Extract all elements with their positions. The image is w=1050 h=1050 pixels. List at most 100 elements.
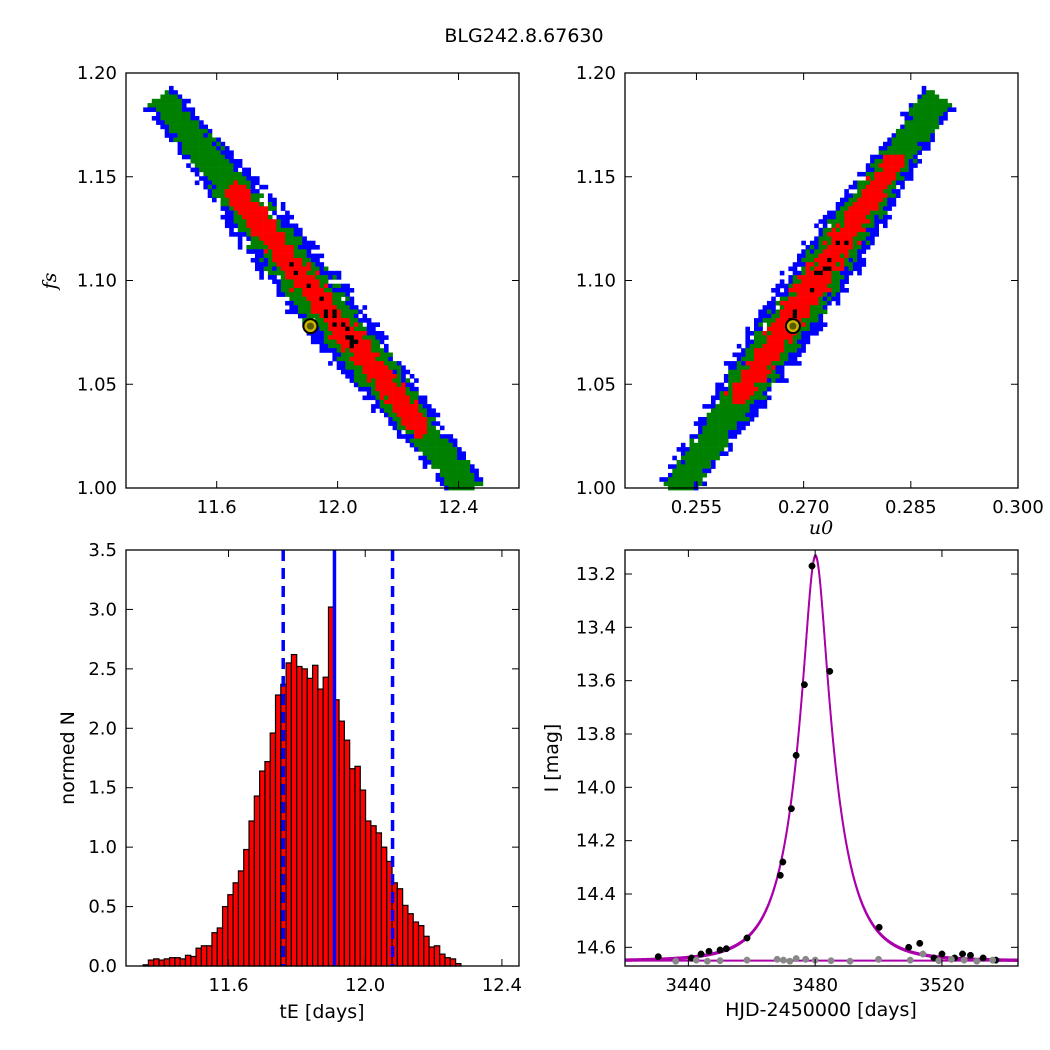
heatmap-cell xyxy=(883,180,888,186)
heatmap-cell xyxy=(913,107,918,112)
heatmap-cell xyxy=(728,369,733,375)
histogram-bar xyxy=(232,882,240,967)
heatmap-cell xyxy=(874,167,879,173)
heatmap-cell xyxy=(835,202,841,207)
heatmap-cell xyxy=(242,197,247,203)
heatmap-cell xyxy=(246,202,251,207)
heatmap-cell xyxy=(835,283,841,289)
heatmap-cell xyxy=(336,339,342,345)
heatmap-cell xyxy=(857,206,862,211)
heatmap-cell xyxy=(797,270,802,276)
tick-labels: 11.6 12.0 12.40.00.51.01.52.02.53.03.5 xyxy=(88,540,522,996)
heatmap-cell xyxy=(766,386,772,392)
heatmap-cell xyxy=(237,180,243,186)
x-tick-label: 3520 xyxy=(919,975,965,996)
heatmap-cell xyxy=(371,343,376,349)
heatmap-cell xyxy=(323,300,329,306)
heatmap-cell xyxy=(306,292,312,297)
heatmap-cell xyxy=(371,352,376,358)
heatmap-cell xyxy=(874,171,879,177)
heatmap-cell xyxy=(224,159,230,164)
heatmap-cell xyxy=(439,434,445,439)
heatmap-cell xyxy=(921,128,927,134)
heatmap-cell xyxy=(689,472,695,478)
heatmap-cell xyxy=(319,253,325,259)
heatmap-cell xyxy=(801,300,806,306)
heatmap-cell xyxy=(452,464,458,469)
histogram-bar xyxy=(343,739,351,967)
heatmap-cell xyxy=(345,318,350,323)
heatmap-cell xyxy=(384,369,389,375)
heatmap-cell xyxy=(203,176,208,181)
heatmap-cell xyxy=(775,339,781,345)
heatmap-cell xyxy=(848,270,854,276)
heatmap-cell xyxy=(207,163,213,168)
heatmap-cell xyxy=(822,275,828,280)
heatmap-cell xyxy=(409,399,415,405)
heatmap-cell xyxy=(835,236,841,241)
heatmap-cell xyxy=(711,417,716,422)
heatmap-cell xyxy=(930,103,935,108)
heatmap-cell xyxy=(818,219,824,224)
heatmap-cell xyxy=(276,257,282,263)
heatmap-cell xyxy=(259,266,264,272)
heatmap-cell xyxy=(414,425,419,431)
y-tick-label: 14.2 xyxy=(576,831,616,852)
heatmap-cell xyxy=(388,399,393,405)
heatmap-cell xyxy=(797,339,802,345)
heatmap-cell xyxy=(418,408,423,413)
heatmap-cell xyxy=(758,378,763,383)
heatmap-cell xyxy=(216,176,221,181)
heatmap-cell xyxy=(809,288,815,293)
histogram-bar xyxy=(402,904,409,967)
heatmap-cell xyxy=(736,399,742,405)
y-tick-label: 1.00 xyxy=(576,478,616,499)
heatmap-cell xyxy=(422,404,428,409)
heatmap-cell xyxy=(917,128,922,134)
heatmap-cell xyxy=(801,288,806,293)
heatmap-cell xyxy=(809,240,815,246)
heatmap-cell xyxy=(754,348,759,353)
heatmap-cell xyxy=(306,305,312,310)
heatmap-cell xyxy=(693,455,699,461)
heatmap-cell xyxy=(371,386,376,392)
heatmap-cell xyxy=(164,111,170,117)
heatmap-cell xyxy=(267,266,273,272)
heatmap-cell xyxy=(328,275,333,280)
heatmap-cell xyxy=(904,150,910,155)
heatmap-cell xyxy=(766,361,772,366)
heatmap-cell xyxy=(921,116,927,121)
heatmap-cell xyxy=(706,404,712,409)
heatmap-cell xyxy=(255,193,260,198)
heatmap-cell xyxy=(246,189,251,194)
heatmap-cell xyxy=(698,481,703,487)
heatmap-cell xyxy=(431,429,436,435)
heatmap-cell xyxy=(749,395,755,401)
heatmap-cell xyxy=(422,408,428,413)
heatmap-cell xyxy=(887,171,892,177)
heatmap-cell xyxy=(181,124,187,130)
heatmap-cell xyxy=(736,361,742,366)
heatmap-cell xyxy=(857,171,862,177)
heatmap-cell xyxy=(276,292,282,297)
heatmap-cell xyxy=(422,434,428,439)
heatmap-cell xyxy=(207,146,213,151)
heatmap-cell xyxy=(427,412,432,418)
heatmap-cell xyxy=(844,245,849,250)
heatmap-cell xyxy=(943,107,948,112)
heatmap-cell xyxy=(715,442,720,448)
heatmap-cell xyxy=(332,270,337,276)
heatmap-cell xyxy=(272,257,277,263)
heatmap-cell xyxy=(349,361,355,366)
heatmap-cell xyxy=(323,348,329,353)
heatmap-cell xyxy=(883,176,888,181)
heatmap-cell xyxy=(199,124,204,130)
heatmap-cell xyxy=(861,202,867,207)
heatmap-cell xyxy=(723,404,729,409)
heatmap-cell xyxy=(289,262,294,267)
heatmap-cell xyxy=(255,245,260,250)
heatmap-cell xyxy=(904,159,910,164)
heatmap-cell xyxy=(353,318,359,323)
heatmap-cell xyxy=(908,103,914,108)
heatmap-cell xyxy=(143,107,148,112)
